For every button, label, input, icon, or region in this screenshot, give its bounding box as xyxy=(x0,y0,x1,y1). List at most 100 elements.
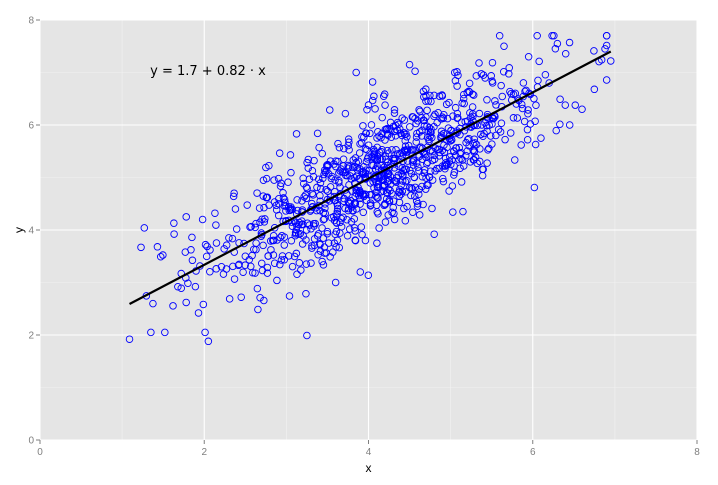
data-point xyxy=(411,67,419,75)
data-point xyxy=(319,215,328,224)
data-point xyxy=(513,114,522,122)
data-point xyxy=(476,145,484,153)
data-point xyxy=(265,161,273,170)
data-point xyxy=(602,41,611,50)
data-point xyxy=(411,192,419,200)
data-point xyxy=(270,198,279,206)
data-point xyxy=(396,185,404,194)
x-tick-label: 6 xyxy=(530,447,536,458)
data-point xyxy=(463,135,472,144)
y-tick-label: 0 xyxy=(28,436,34,447)
data-point xyxy=(497,81,505,90)
data-point xyxy=(520,117,529,126)
data-point xyxy=(336,218,344,227)
data-point xyxy=(182,213,190,221)
data-point xyxy=(308,242,316,250)
data-point xyxy=(212,265,220,273)
data-point xyxy=(535,57,543,66)
data-point xyxy=(389,154,397,163)
data-point xyxy=(423,158,432,166)
data-point xyxy=(391,177,400,185)
data-point xyxy=(509,114,518,122)
data-point xyxy=(531,140,540,149)
data-point xyxy=(174,282,182,291)
data-point xyxy=(254,305,262,314)
data-point xyxy=(378,145,386,154)
data-point xyxy=(524,106,532,114)
data-point xyxy=(355,165,364,173)
data-point xyxy=(344,135,353,143)
data-point xyxy=(415,106,423,114)
data-point xyxy=(292,130,301,138)
data-point xyxy=(263,193,271,202)
data-point xyxy=(411,183,419,192)
data-point xyxy=(428,204,436,213)
data-point xyxy=(351,227,359,235)
data-point xyxy=(602,76,611,84)
data-point xyxy=(590,47,598,55)
data-point xyxy=(578,105,586,113)
data-point xyxy=(269,231,278,240)
data-point xyxy=(262,174,271,183)
data-point xyxy=(375,132,383,140)
data-point xyxy=(222,241,231,249)
data-point xyxy=(274,211,283,220)
data-point xyxy=(404,141,413,150)
data-point xyxy=(418,172,427,181)
data-point xyxy=(453,68,461,76)
data-point xyxy=(331,162,340,171)
data-point xyxy=(412,138,420,146)
data-point xyxy=(423,106,431,115)
data-point xyxy=(212,221,220,229)
data-point xyxy=(191,282,200,291)
data-point xyxy=(260,296,268,305)
data-point xyxy=(445,187,453,195)
data-point xyxy=(330,192,339,201)
data-point xyxy=(264,252,273,260)
data-point xyxy=(255,204,264,212)
data-point xyxy=(125,335,134,343)
data-point xyxy=(319,174,327,183)
data-point xyxy=(285,292,294,300)
data-point xyxy=(350,215,359,223)
data-point xyxy=(346,172,354,180)
data-point xyxy=(408,158,417,166)
data-point xyxy=(443,114,452,123)
data-point xyxy=(273,276,281,285)
data-point xyxy=(484,146,492,154)
data-point xyxy=(410,173,419,182)
data-point xyxy=(232,225,241,233)
data-point xyxy=(402,165,410,173)
data-point xyxy=(229,262,237,271)
data-point xyxy=(201,240,210,249)
data-point xyxy=(297,266,305,274)
data-point xyxy=(455,143,464,152)
data-point xyxy=(338,168,347,176)
data-point xyxy=(521,87,529,96)
data-point xyxy=(225,295,234,303)
data-point xyxy=(470,148,478,156)
data-point xyxy=(384,173,392,182)
data-point xyxy=(356,186,364,195)
data-point xyxy=(280,195,289,204)
data-point xyxy=(220,245,228,253)
data-point xyxy=(380,171,388,180)
data-point xyxy=(333,207,342,216)
data-point xyxy=(318,149,327,158)
data-point xyxy=(362,190,370,199)
data-point xyxy=(270,259,279,267)
data-point xyxy=(494,125,503,134)
data-point xyxy=(472,72,481,80)
data-point xyxy=(240,239,248,248)
data-point xyxy=(188,233,196,242)
data-point xyxy=(349,156,357,164)
data-point xyxy=(298,197,306,205)
data-point xyxy=(341,204,349,213)
regression-equation: y = 1.7 + 0.82 · x xyxy=(150,64,266,79)
data-point xyxy=(491,97,499,105)
data-point xyxy=(304,164,313,172)
data-point xyxy=(225,234,233,242)
data-point xyxy=(345,146,353,154)
y-tick-labels: 0 2 4 6 8 xyxy=(28,16,34,447)
